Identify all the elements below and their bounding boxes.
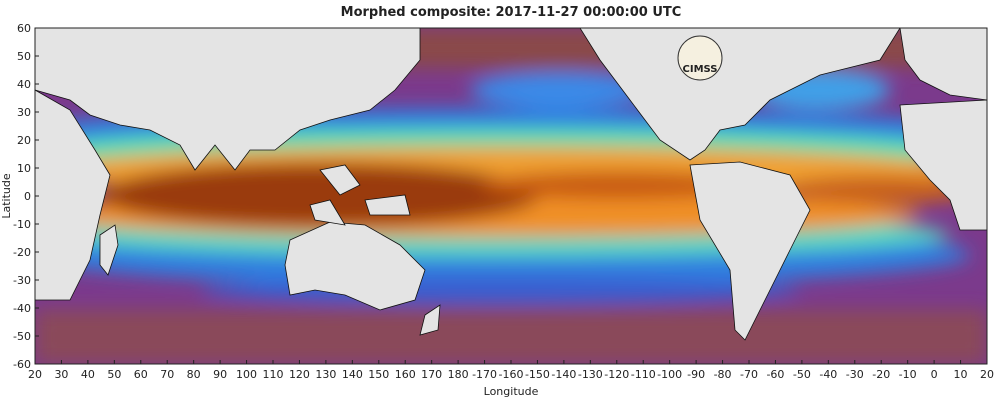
x-tick-label: -160 [499,368,524,381]
x-tick-label: -10 [899,368,917,381]
logo-text: CIMSS [683,64,718,75]
x-tick-label: -120 [604,368,629,381]
y-tick-label: -20 [13,246,31,259]
x-tick-label: 20 [980,368,994,381]
x-tick-label: 170 [421,368,442,381]
x-tick-label: 30 [54,368,68,381]
x-tick-label: -50 [793,368,811,381]
x-tick-label: 110 [263,368,284,381]
y-tick-label: 30 [17,106,31,119]
x-tick-label: 160 [395,368,416,381]
y-tick-label: -60 [13,358,31,371]
y-tick-label: 0 [24,190,31,203]
x-tick-label: 0 [931,368,938,381]
y-tick-label: -30 [13,274,31,287]
x-tick-label: -20 [872,368,890,381]
x-tick-label: -70 [740,368,758,381]
x-tick-label: 60 [134,368,148,381]
x-tick-label: -40 [819,368,837,381]
y-axis-label: Latitude [0,173,13,219]
water-vapor-field: CIMSS [35,28,987,364]
x-tick-label: -130 [578,368,603,381]
x-tick-label: -110 [631,368,656,381]
land-masses [35,28,987,341]
map-title: Morphed composite: 2017-11-27 00:00:00 U… [341,5,682,20]
x-tick-label: -140 [551,368,576,381]
y-tick-label: 10 [17,162,31,175]
x-tick-label: 150 [368,368,389,381]
x-tick-label: 100 [236,368,257,381]
y-tick-label: -50 [13,330,31,343]
x-tick-label: 20 [28,368,42,381]
x-tick-label: -100 [657,368,682,381]
x-tick-label: 180 [448,368,469,381]
x-tick-label: 130 [315,368,336,381]
y-tick-label: -10 [13,218,31,231]
cimss-logo: CIMSS [677,35,723,81]
y-tick-label: 60 [17,22,31,35]
x-tick-label: 140 [342,368,363,381]
y-tick-label: 20 [17,134,31,147]
x-tick-label: 70 [160,368,174,381]
x-tick-label: -60 [766,368,784,381]
x-tick-label: -170 [472,368,497,381]
x-tick-label: 50 [107,368,121,381]
x-tick-label: -30 [846,368,864,381]
y-tick-label: -40 [13,302,31,315]
x-axis-label: Longitude [484,385,539,398]
y-tick-label: 50 [17,50,31,63]
x-tick-label: -80 [714,368,732,381]
x-tick-label: 10 [954,368,968,381]
x-tick-label: 90 [213,368,227,381]
x-tick-label: 40 [81,368,95,381]
x-tick-label: -90 [687,368,705,381]
x-tick-label: 80 [187,368,201,381]
x-tick-label: -150 [525,368,550,381]
y-tick-label: 40 [17,78,31,91]
x-tick-label: 120 [289,368,310,381]
axis-ticks: 20 30 40 50 60 70 80 90 100 110 120 130 140 150 160 170… [13,22,994,381]
